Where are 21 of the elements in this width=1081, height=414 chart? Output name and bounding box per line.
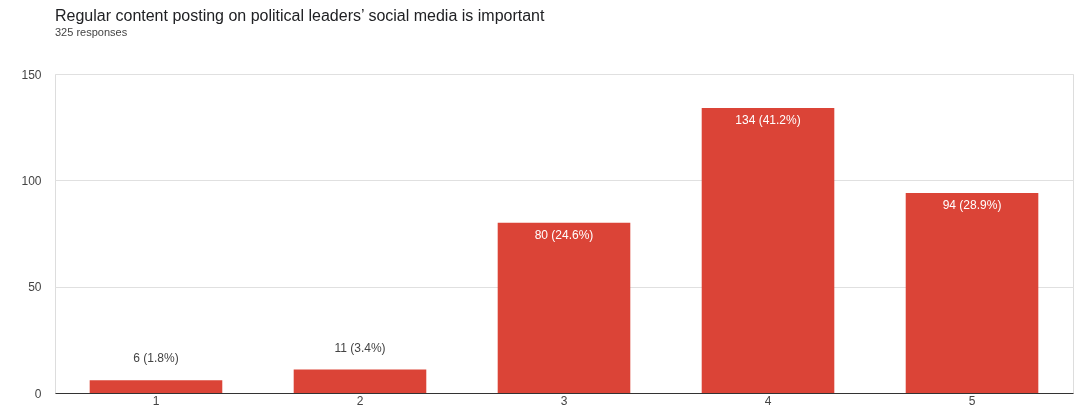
- bar: [293, 369, 427, 393]
- x-tick-label: 2: [356, 393, 364, 408]
- bar: [701, 108, 835, 393]
- x-tick-label: 1: [152, 393, 160, 408]
- y-tick-label: 0: [34, 386, 42, 401]
- bar: [905, 193, 1039, 393]
- chart-subtitle: 325 responses: [55, 26, 128, 38]
- data-label: 94 (28.9%): [942, 198, 1002, 213]
- bar: [497, 222, 631, 393]
- x-tick-label: 3: [560, 393, 568, 408]
- data-label: 11 (3.4%): [334, 340, 386, 355]
- y-tick-label: 50: [28, 280, 42, 295]
- data-label: 6 (1.8%): [133, 351, 179, 366]
- data-label: 80 (24.6%): [534, 227, 594, 242]
- y-tick-label: 100: [21, 173, 42, 188]
- x-tick-label: 4: [764, 393, 772, 408]
- x-tick-label: 5: [968, 393, 976, 408]
- chart-title: Regular content posting on political leaders’ social media is important: [55, 7, 545, 24]
- y-tick-label: 150: [21, 67, 42, 82]
- bar: [89, 380, 223, 393]
- data-label: 134 (41.2%): [735, 113, 801, 128]
